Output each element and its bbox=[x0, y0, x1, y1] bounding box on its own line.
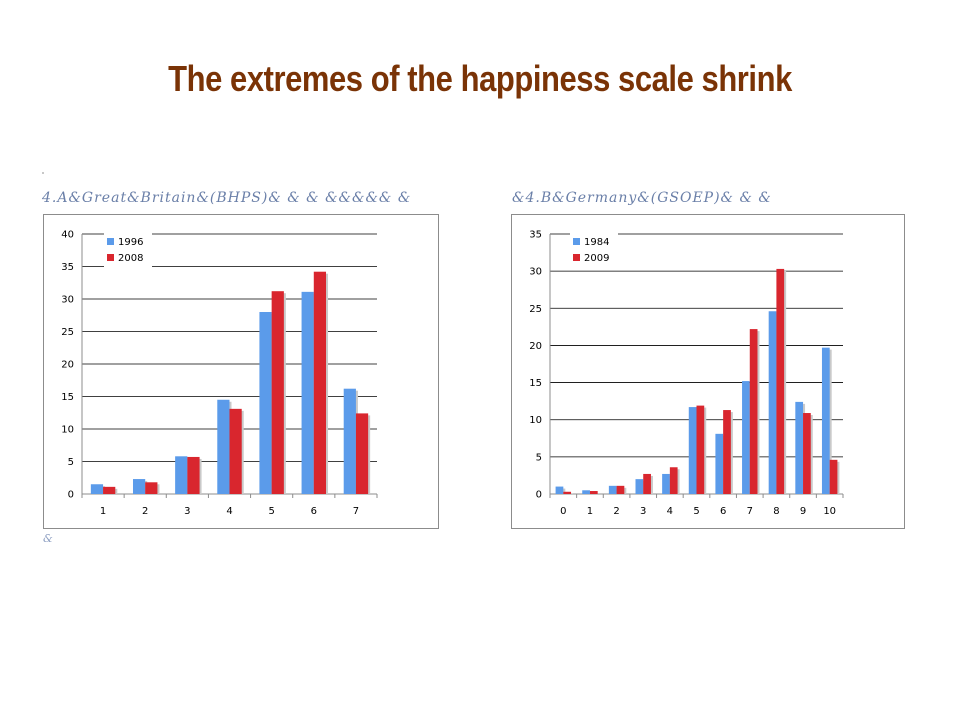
bar-2008-1 bbox=[103, 486, 116, 494]
x-tick-label: 7 bbox=[747, 506, 753, 517]
bar-2009-6 bbox=[723, 410, 731, 494]
legend-label-1996: 1996 bbox=[118, 237, 143, 248]
y-tick-label: 15 bbox=[529, 378, 542, 389]
y-tick-label: 0 bbox=[536, 490, 542, 501]
bar-2009-5 bbox=[696, 405, 705, 494]
bar-2009-2 bbox=[616, 485, 625, 494]
x-tick-label: 1 bbox=[587, 506, 593, 517]
y-tick-label: 0 bbox=[68, 490, 74, 501]
bar-1996-6 bbox=[301, 291, 314, 494]
x-tick-label: 6 bbox=[311, 506, 317, 517]
bar-1984-8 bbox=[768, 311, 777, 494]
legend-swatch-1984 bbox=[573, 238, 580, 245]
bar-1984-1 bbox=[582, 490, 590, 494]
corner-dot bbox=[42, 172, 44, 174]
x-tick-label: 9 bbox=[800, 506, 806, 517]
bar-2009-8 bbox=[776, 268, 785, 494]
bar-1996-5 bbox=[259, 312, 272, 494]
x-tick-label: 6 bbox=[720, 506, 726, 517]
bar-2009-4 bbox=[669, 467, 678, 494]
y-tick-label: 20 bbox=[529, 341, 542, 352]
bar-1984-6 bbox=[715, 433, 724, 494]
chart-panel-great-britain: 0 5 10 15 20 25 30 35 40 1 2 3 4 5 6 7 1996 2008 bbox=[43, 214, 439, 529]
x-tick-label: 10 bbox=[823, 506, 836, 517]
bar-2008-5 bbox=[271, 291, 284, 494]
chart-panel-germany: 0 5 10 15 20 25 30 35 0 1 2 3 4 5 6 7 8 9 10 1984 2009 bbox=[511, 214, 905, 529]
legend-label-2008: 2008 bbox=[118, 253, 143, 264]
bar-1984-10 bbox=[821, 347, 830, 494]
bar-1996-2 bbox=[132, 479, 146, 494]
bar-2009-1 bbox=[589, 491, 598, 494]
bar-2009-10 bbox=[829, 459, 838, 494]
legend-swatch-2008 bbox=[107, 254, 114, 261]
bar-1996-4 bbox=[217, 399, 230, 494]
legend-label-2009: 2009 bbox=[584, 253, 609, 264]
y-tick-label: 5 bbox=[68, 457, 74, 468]
bar-2008-4 bbox=[229, 408, 242, 494]
y-tick-label: 10 bbox=[529, 415, 542, 426]
x-tick-label: 2 bbox=[142, 506, 148, 517]
bar-1984-3 bbox=[635, 479, 644, 494]
x-tick-label: 2 bbox=[613, 506, 619, 517]
slide-title: The extremes of the happiness scale shri… bbox=[168, 58, 792, 99]
footnote-mark: & bbox=[43, 532, 53, 545]
x-tick-label: 3 bbox=[640, 506, 646, 517]
bar-2009-9 bbox=[803, 413, 811, 494]
x-tick-label: 5 bbox=[268, 506, 274, 517]
legend-label-1984: 1984 bbox=[584, 237, 609, 248]
x-tick-label: 7 bbox=[353, 506, 359, 517]
legend-swatch-1996 bbox=[107, 238, 114, 245]
x-tick-label: 1 bbox=[100, 506, 106, 517]
bar-2008-2 bbox=[145, 482, 158, 494]
y-tick-label: 30 bbox=[61, 295, 74, 306]
y-tick-label: 20 bbox=[61, 360, 74, 371]
x-tick-label: 8 bbox=[773, 506, 779, 517]
y-tick-label: 15 bbox=[61, 392, 74, 403]
x-tick-label: 5 bbox=[693, 506, 699, 517]
bar-1996-7 bbox=[343, 388, 356, 494]
bar-2008-3 bbox=[187, 456, 200, 494]
x-tick-label: 0 bbox=[560, 506, 566, 517]
y-tick-label: 5 bbox=[536, 452, 542, 463]
bar-1984-9 bbox=[795, 401, 804, 494]
bar-1984-7 bbox=[742, 381, 750, 494]
chart-great-britain: 0 5 10 15 20 25 30 35 40 1 2 3 4 5 6 7 1996 2008 bbox=[61, 230, 378, 517]
bar-2009-3 bbox=[643, 473, 651, 494]
y-tick-label: 40 bbox=[61, 230, 74, 241]
legend-swatch-2009 bbox=[573, 254, 580, 261]
x-tick-label: 4 bbox=[667, 506, 673, 517]
bar-1984-5 bbox=[688, 407, 697, 494]
y-tick-label: 35 bbox=[61, 262, 74, 273]
y-tick-label: 25 bbox=[529, 304, 542, 315]
y-tick-label: 10 bbox=[61, 425, 74, 436]
caption-great-britain: 4.A&Great&Britain&(BHPS)& & & &&&&& & bbox=[42, 190, 412, 206]
bar-1984-0 bbox=[555, 486, 564, 494]
bar-2009-0 bbox=[563, 491, 572, 494]
y-tick-label: 35 bbox=[529, 230, 542, 241]
y-tick-label: 30 bbox=[529, 267, 542, 278]
caption-germany: &4.B&Germany&(GSOEP)& & & bbox=[512, 190, 772, 206]
bar-1984-2 bbox=[608, 485, 617, 494]
bar-2008-6 bbox=[313, 271, 327, 494]
x-tick-label: 4 bbox=[226, 506, 232, 517]
chart-germany: 0 5 10 15 20 25 30 35 0 1 2 3 4 5 6 7 8 9 10 1984 2009 bbox=[529, 230, 844, 517]
y-tick-label: 25 bbox=[61, 327, 74, 338]
bar-2008-7 bbox=[355, 413, 369, 494]
bar-1996-3 bbox=[175, 456, 188, 494]
bar-2009-7 bbox=[749, 329, 758, 494]
x-tick-label: 3 bbox=[184, 506, 190, 517]
bar-1984-4 bbox=[662, 473, 670, 494]
bar-1996-1 bbox=[90, 484, 104, 494]
